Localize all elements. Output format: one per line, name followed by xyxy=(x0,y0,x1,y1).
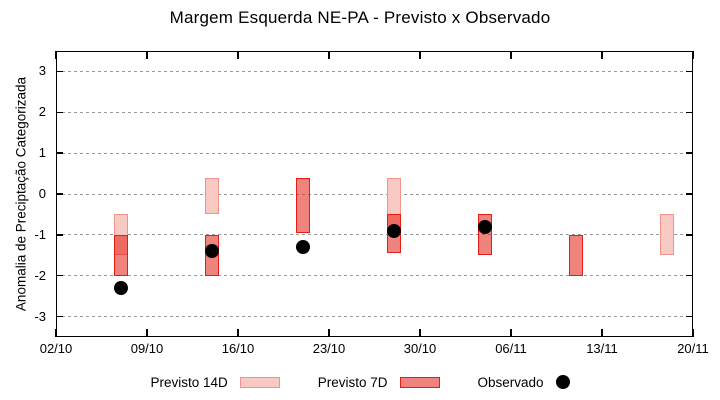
x-tick-mark-top xyxy=(419,51,421,59)
gridline-y1 xyxy=(56,152,693,154)
y-tick-mark-left xyxy=(56,193,63,195)
x-tick-mark-bottom xyxy=(419,329,421,337)
x-tick-mark-top xyxy=(692,51,694,59)
y-tick-label: 2 xyxy=(38,104,46,120)
x-tick-mark-top xyxy=(601,51,603,59)
y-tick-label: -3 xyxy=(34,308,46,324)
y-tick-label: 0 xyxy=(38,186,46,201)
chart-title: Margem Esquerda NE-PA - Previsto x Obser… xyxy=(169,8,551,27)
legend: Previsto 14D Previsto 7D Observado xyxy=(0,368,720,396)
y-tick-label: -2 xyxy=(34,267,46,283)
x-tick-label: 23/10 xyxy=(312,341,346,356)
y-tick-mark-left xyxy=(56,234,63,236)
y-tick-mark-right xyxy=(686,193,693,195)
legend-swatch-previsto-7d xyxy=(399,376,440,388)
gridline-y-1 xyxy=(56,234,693,236)
gridline-y2 xyxy=(56,111,693,113)
legend-label-previsto-7d: Previsto 7D xyxy=(317,374,388,390)
x-tick-mark-bottom xyxy=(601,329,603,337)
x-tick-mark-top xyxy=(237,51,239,59)
bar-previsto-7d xyxy=(569,234,583,276)
x-tick-mark-top xyxy=(510,51,512,59)
x-tick-label: 13/11 xyxy=(586,341,618,356)
y-tick-label: 1 xyxy=(38,145,46,161)
bar-previsto-7d xyxy=(296,177,310,233)
legend-item-observado: Observado xyxy=(478,375,570,390)
y-tick-mark-left xyxy=(56,70,63,73)
x-tick-label: 09/10 xyxy=(130,341,164,356)
y-tick-label: -1 xyxy=(34,226,46,242)
x-tick-mark-top xyxy=(146,51,148,59)
y-tick-mark-left xyxy=(56,315,63,318)
x-tick-mark-bottom xyxy=(55,329,57,337)
legend-item-previsto-14d: Previsto 14D xyxy=(150,374,280,390)
x-tick-label: 02/10 xyxy=(39,341,73,356)
x-tick-label: 30/10 xyxy=(403,341,437,356)
gridline-y-3 xyxy=(56,316,693,318)
y-tick-mark-right xyxy=(686,234,693,236)
y-tick-label: 3 xyxy=(38,63,46,79)
observado-point xyxy=(296,240,310,255)
x-tick-label: 20/11 xyxy=(677,341,709,356)
legend-label-observado: Observado xyxy=(477,374,544,390)
gridline-y0 xyxy=(56,193,693,195)
legend-swatch-previsto-14d xyxy=(239,376,280,388)
x-tick-mark-bottom xyxy=(328,329,330,337)
x-tick-label: 16/10 xyxy=(221,341,255,356)
observado-point xyxy=(387,223,401,238)
x-tick-mark-bottom xyxy=(510,329,512,337)
x-tick-mark-bottom xyxy=(692,329,694,337)
y-tick-mark-right xyxy=(686,315,693,318)
y-tick-mark-left xyxy=(56,152,63,154)
legend-marker-observado-dot xyxy=(555,375,570,389)
y-tick-mark-right xyxy=(686,274,693,277)
y-tick-mark-left xyxy=(56,111,63,114)
gridline-y-2 xyxy=(56,275,693,277)
observado-point xyxy=(114,280,128,295)
legend-label-previsto-14d: Previsto 14D xyxy=(150,374,228,390)
gridline-y3 xyxy=(56,70,693,72)
x-tick-label: 06/11 xyxy=(495,341,527,356)
y-tick-mark-right xyxy=(686,111,693,114)
bar-previsto-14d xyxy=(660,214,674,256)
x-tick-mark-top xyxy=(55,51,57,59)
bar-previsto-7d xyxy=(114,234,128,276)
x-tick-mark-top xyxy=(328,51,330,59)
y-tick-mark-right xyxy=(686,152,693,154)
bar-previsto-14d xyxy=(205,177,219,215)
x-tick-mark-bottom xyxy=(146,329,148,337)
y-tick-mark-left xyxy=(56,274,63,277)
legend-item-previsto-7d: Previsto 7D xyxy=(318,375,440,390)
y-tick-mark-right xyxy=(686,70,693,73)
x-tick-mark-bottom xyxy=(237,329,239,337)
plot-area xyxy=(55,51,694,337)
observado-point xyxy=(205,244,219,259)
observado-point xyxy=(478,219,492,234)
